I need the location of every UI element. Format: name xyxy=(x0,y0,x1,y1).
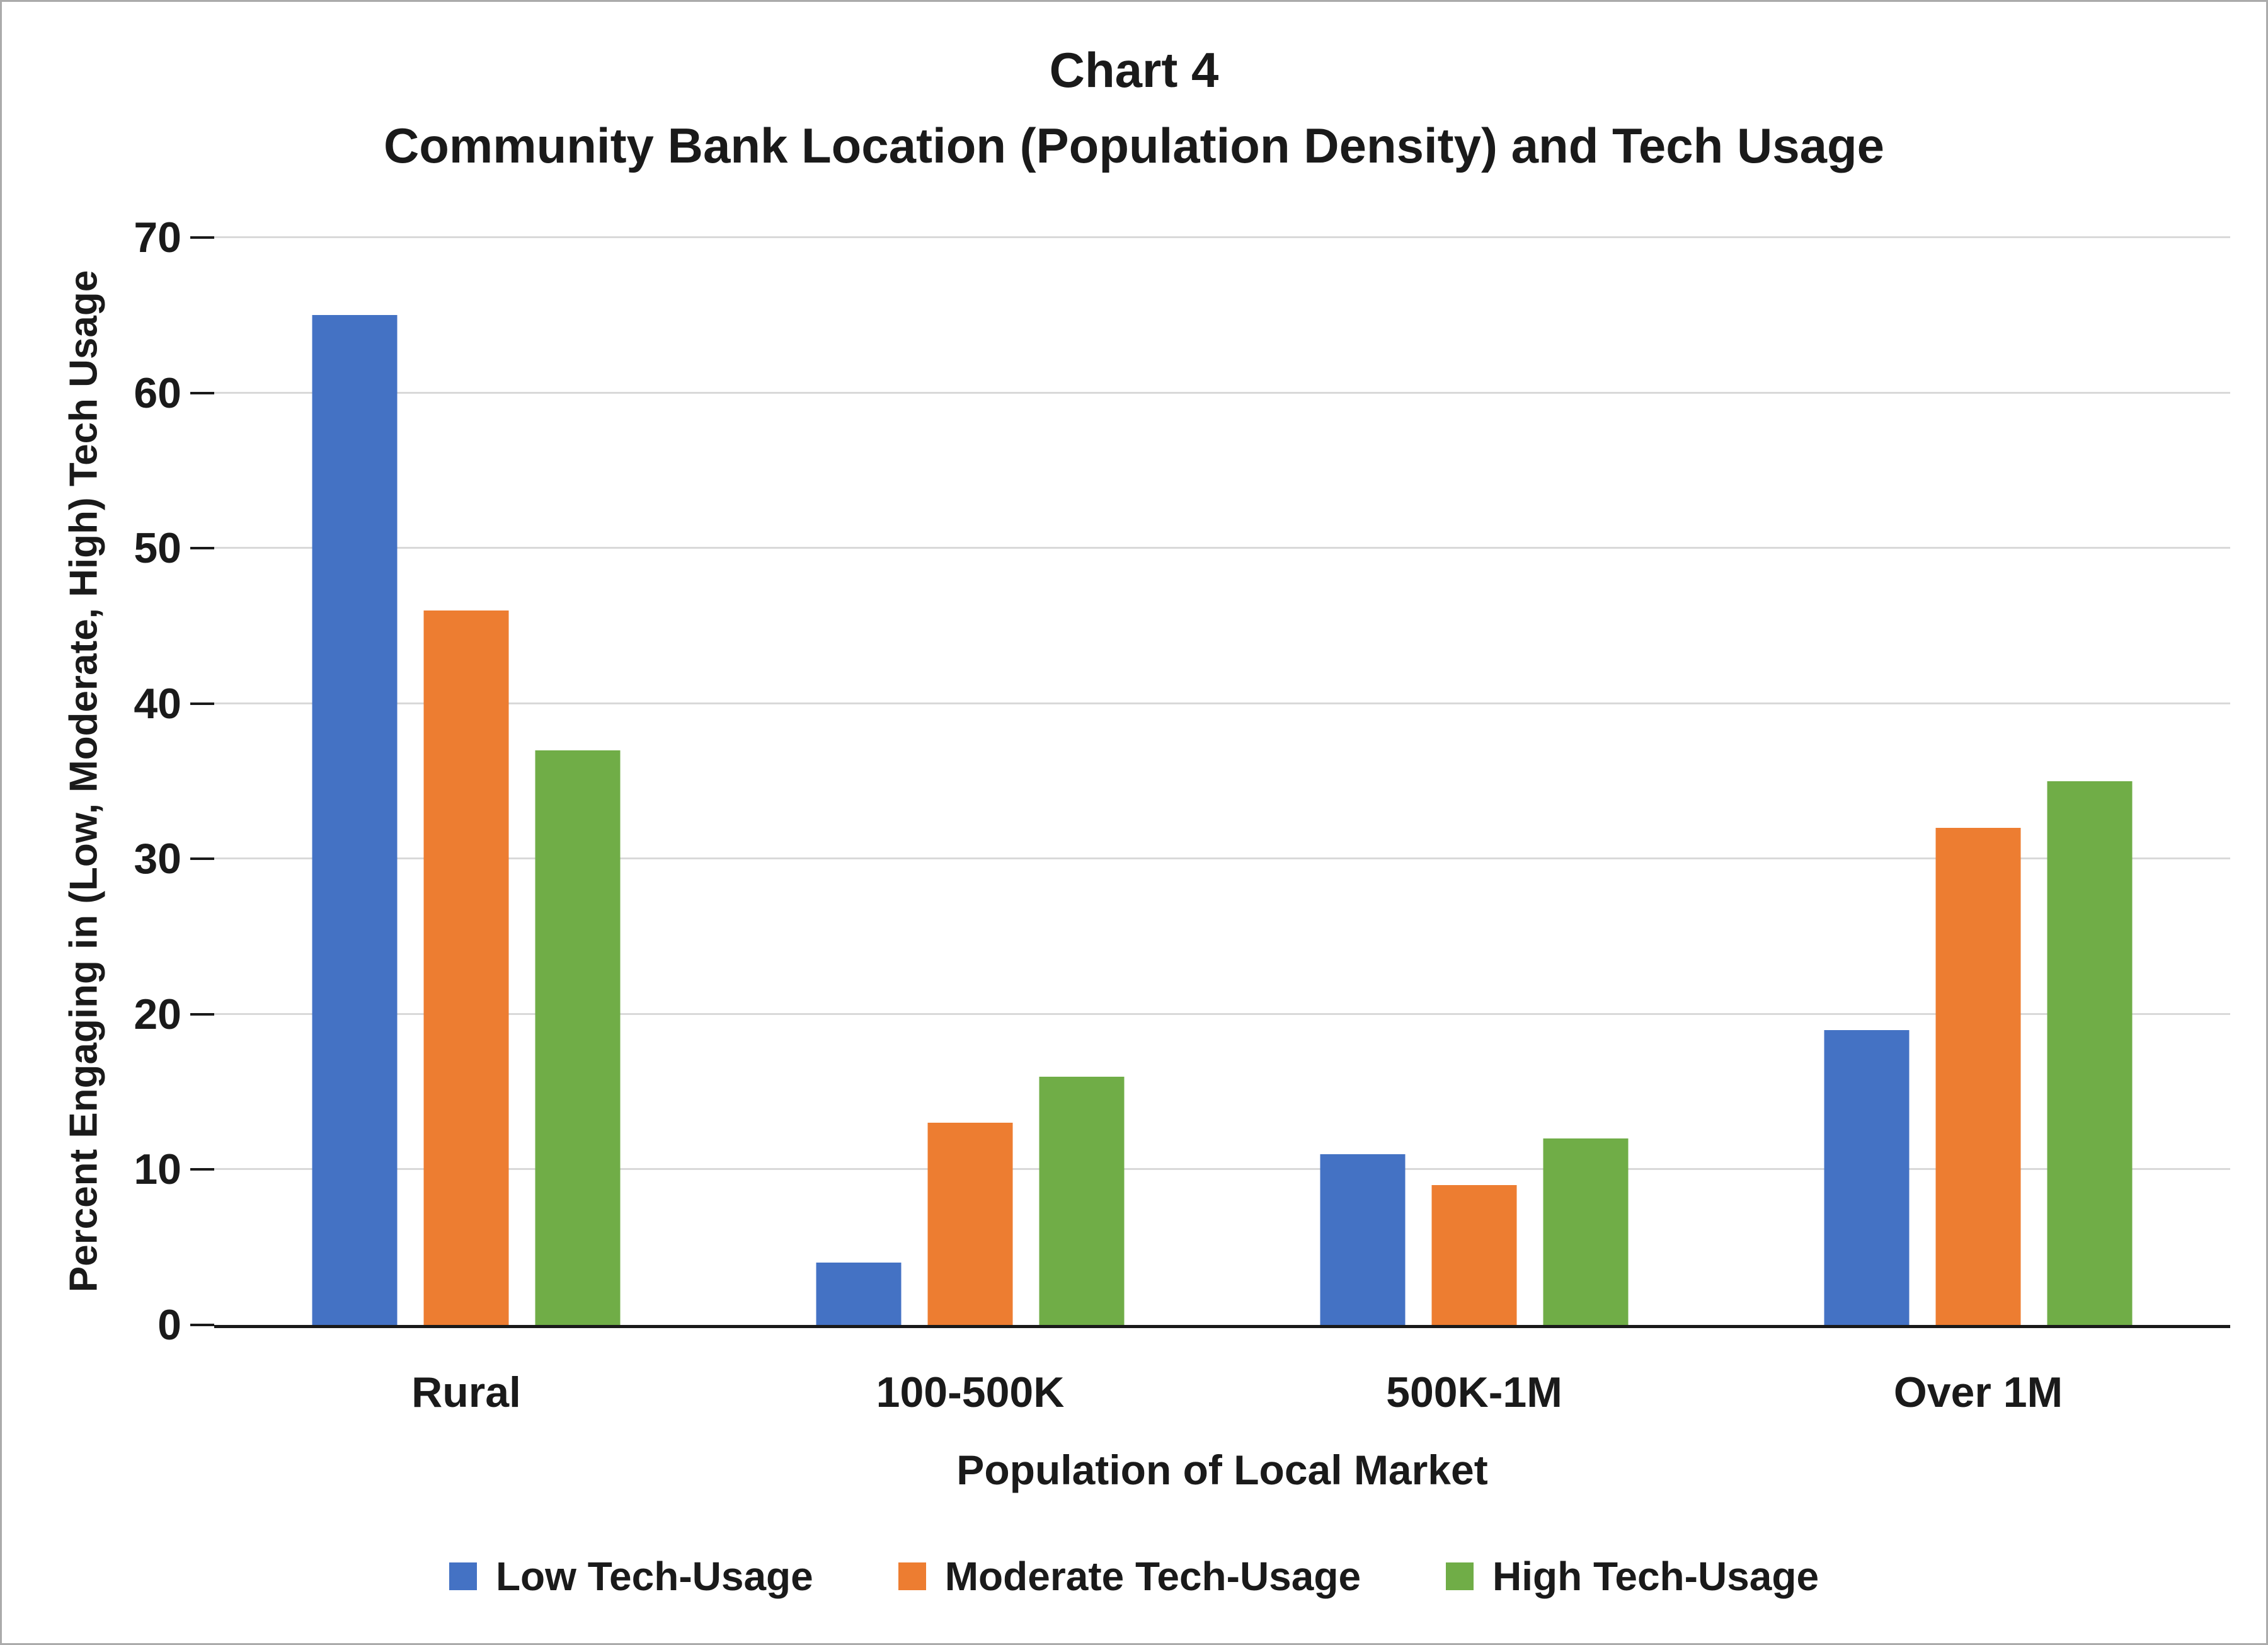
bar-group-rural xyxy=(312,238,621,1325)
x-tick-label-over-1m: Over 1M xyxy=(1893,1368,2063,1416)
y-tick-label: 50 xyxy=(134,524,181,573)
legend-item-moderate-tech-usage: Moderate Tech-Usage xyxy=(898,1553,1361,1600)
x-tick-label-100-500k: 100-500K xyxy=(876,1368,1065,1416)
bar-moderate-tech-usage-rural xyxy=(423,610,509,1325)
bar-group-100-500k xyxy=(816,238,1125,1325)
gridline xyxy=(214,702,2230,704)
legend-label: High Tech-Usage xyxy=(1492,1554,1819,1599)
legend-label: Moderate Tech-Usage xyxy=(944,1554,1361,1599)
gridline xyxy=(214,857,2230,860)
gridline xyxy=(214,547,2230,549)
bar-group-over-1m xyxy=(1824,238,2133,1325)
bar-low-tech-usage-100-500k xyxy=(816,1263,902,1325)
gridline xyxy=(214,391,2230,394)
x-axis-tick-labels: Rural 100-500K 500K-1M Over 1M xyxy=(214,1368,2230,1424)
y-tick-mark xyxy=(190,391,214,394)
x-axis-title: Population of Local Market xyxy=(956,1447,1488,1493)
y-tick-label: 10 xyxy=(134,1145,181,1194)
chart-title-line1: Chart 4 xyxy=(1049,42,1219,98)
bar-high-tech-usage-rural xyxy=(535,750,621,1325)
y-tick-label: 70 xyxy=(134,214,181,261)
chart-title-line2: Community Bank Location (Population Dens… xyxy=(383,118,1885,173)
y-tick-mark xyxy=(190,1168,214,1171)
gridline xyxy=(214,1012,2230,1015)
y-axis-tick-labels: 0 10 20 30 40 50 60 70 xyxy=(2,216,181,1346)
bar-moderate-tech-usage-100-500k xyxy=(927,1123,1013,1325)
y-tick-label: 30 xyxy=(134,835,181,883)
legend-label: Low Tech-Usage xyxy=(495,1554,813,1599)
gridline xyxy=(214,1168,2230,1171)
x-tick-label-rural: Rural xyxy=(411,1368,521,1416)
bar-moderate-tech-usage-over-1m xyxy=(1935,827,2021,1325)
legend-item-high-tech-usage: High Tech-Usage xyxy=(1446,1553,1819,1600)
bar-moderate-tech-usage-500k-1m xyxy=(1431,1185,1517,1325)
bar-group-500k-1m xyxy=(1320,238,1629,1325)
legend-item-low-tech-usage: Low Tech-Usage xyxy=(449,1553,813,1600)
bar-high-tech-usage-over-1m xyxy=(2047,781,2133,1325)
bar-low-tech-usage-500k-1m xyxy=(1320,1154,1406,1325)
bar-high-tech-usage-100-500k xyxy=(1039,1076,1125,1325)
chart-title: Chart 4 Community Bank Location (Populat… xyxy=(2,32,2266,183)
y-tick-label: 20 xyxy=(134,990,181,1038)
legend-swatch-low-tech-usage xyxy=(449,1562,477,1590)
y-tick-label: 0 xyxy=(158,1301,181,1349)
y-tick-label: 40 xyxy=(134,679,181,728)
bar-low-tech-usage-over-1m xyxy=(1824,1029,1910,1325)
y-tick-mark xyxy=(190,1012,214,1016)
x-tick-label-500k-1m: 500K-1M xyxy=(1386,1368,1562,1416)
plot-area xyxy=(190,236,2230,1328)
y-tick-mark xyxy=(190,702,214,705)
y-tick-mark xyxy=(190,547,214,550)
bar-low-tech-usage-rural xyxy=(312,315,398,1325)
y-tick-mark xyxy=(190,857,214,861)
legend-swatch-high-tech-usage xyxy=(1446,1562,1474,1590)
y-tick-mark xyxy=(190,1324,214,1326)
bar-high-tech-usage-500k-1m xyxy=(1543,1138,1629,1325)
legend-swatch-moderate-tech-usage xyxy=(898,1562,926,1590)
gridline xyxy=(214,236,2230,238)
legend: Low Tech-Usage Moderate Tech-Usage High Te… xyxy=(2,1553,2266,1600)
y-tick-mark xyxy=(190,236,214,239)
y-tick-label: 60 xyxy=(134,369,181,417)
